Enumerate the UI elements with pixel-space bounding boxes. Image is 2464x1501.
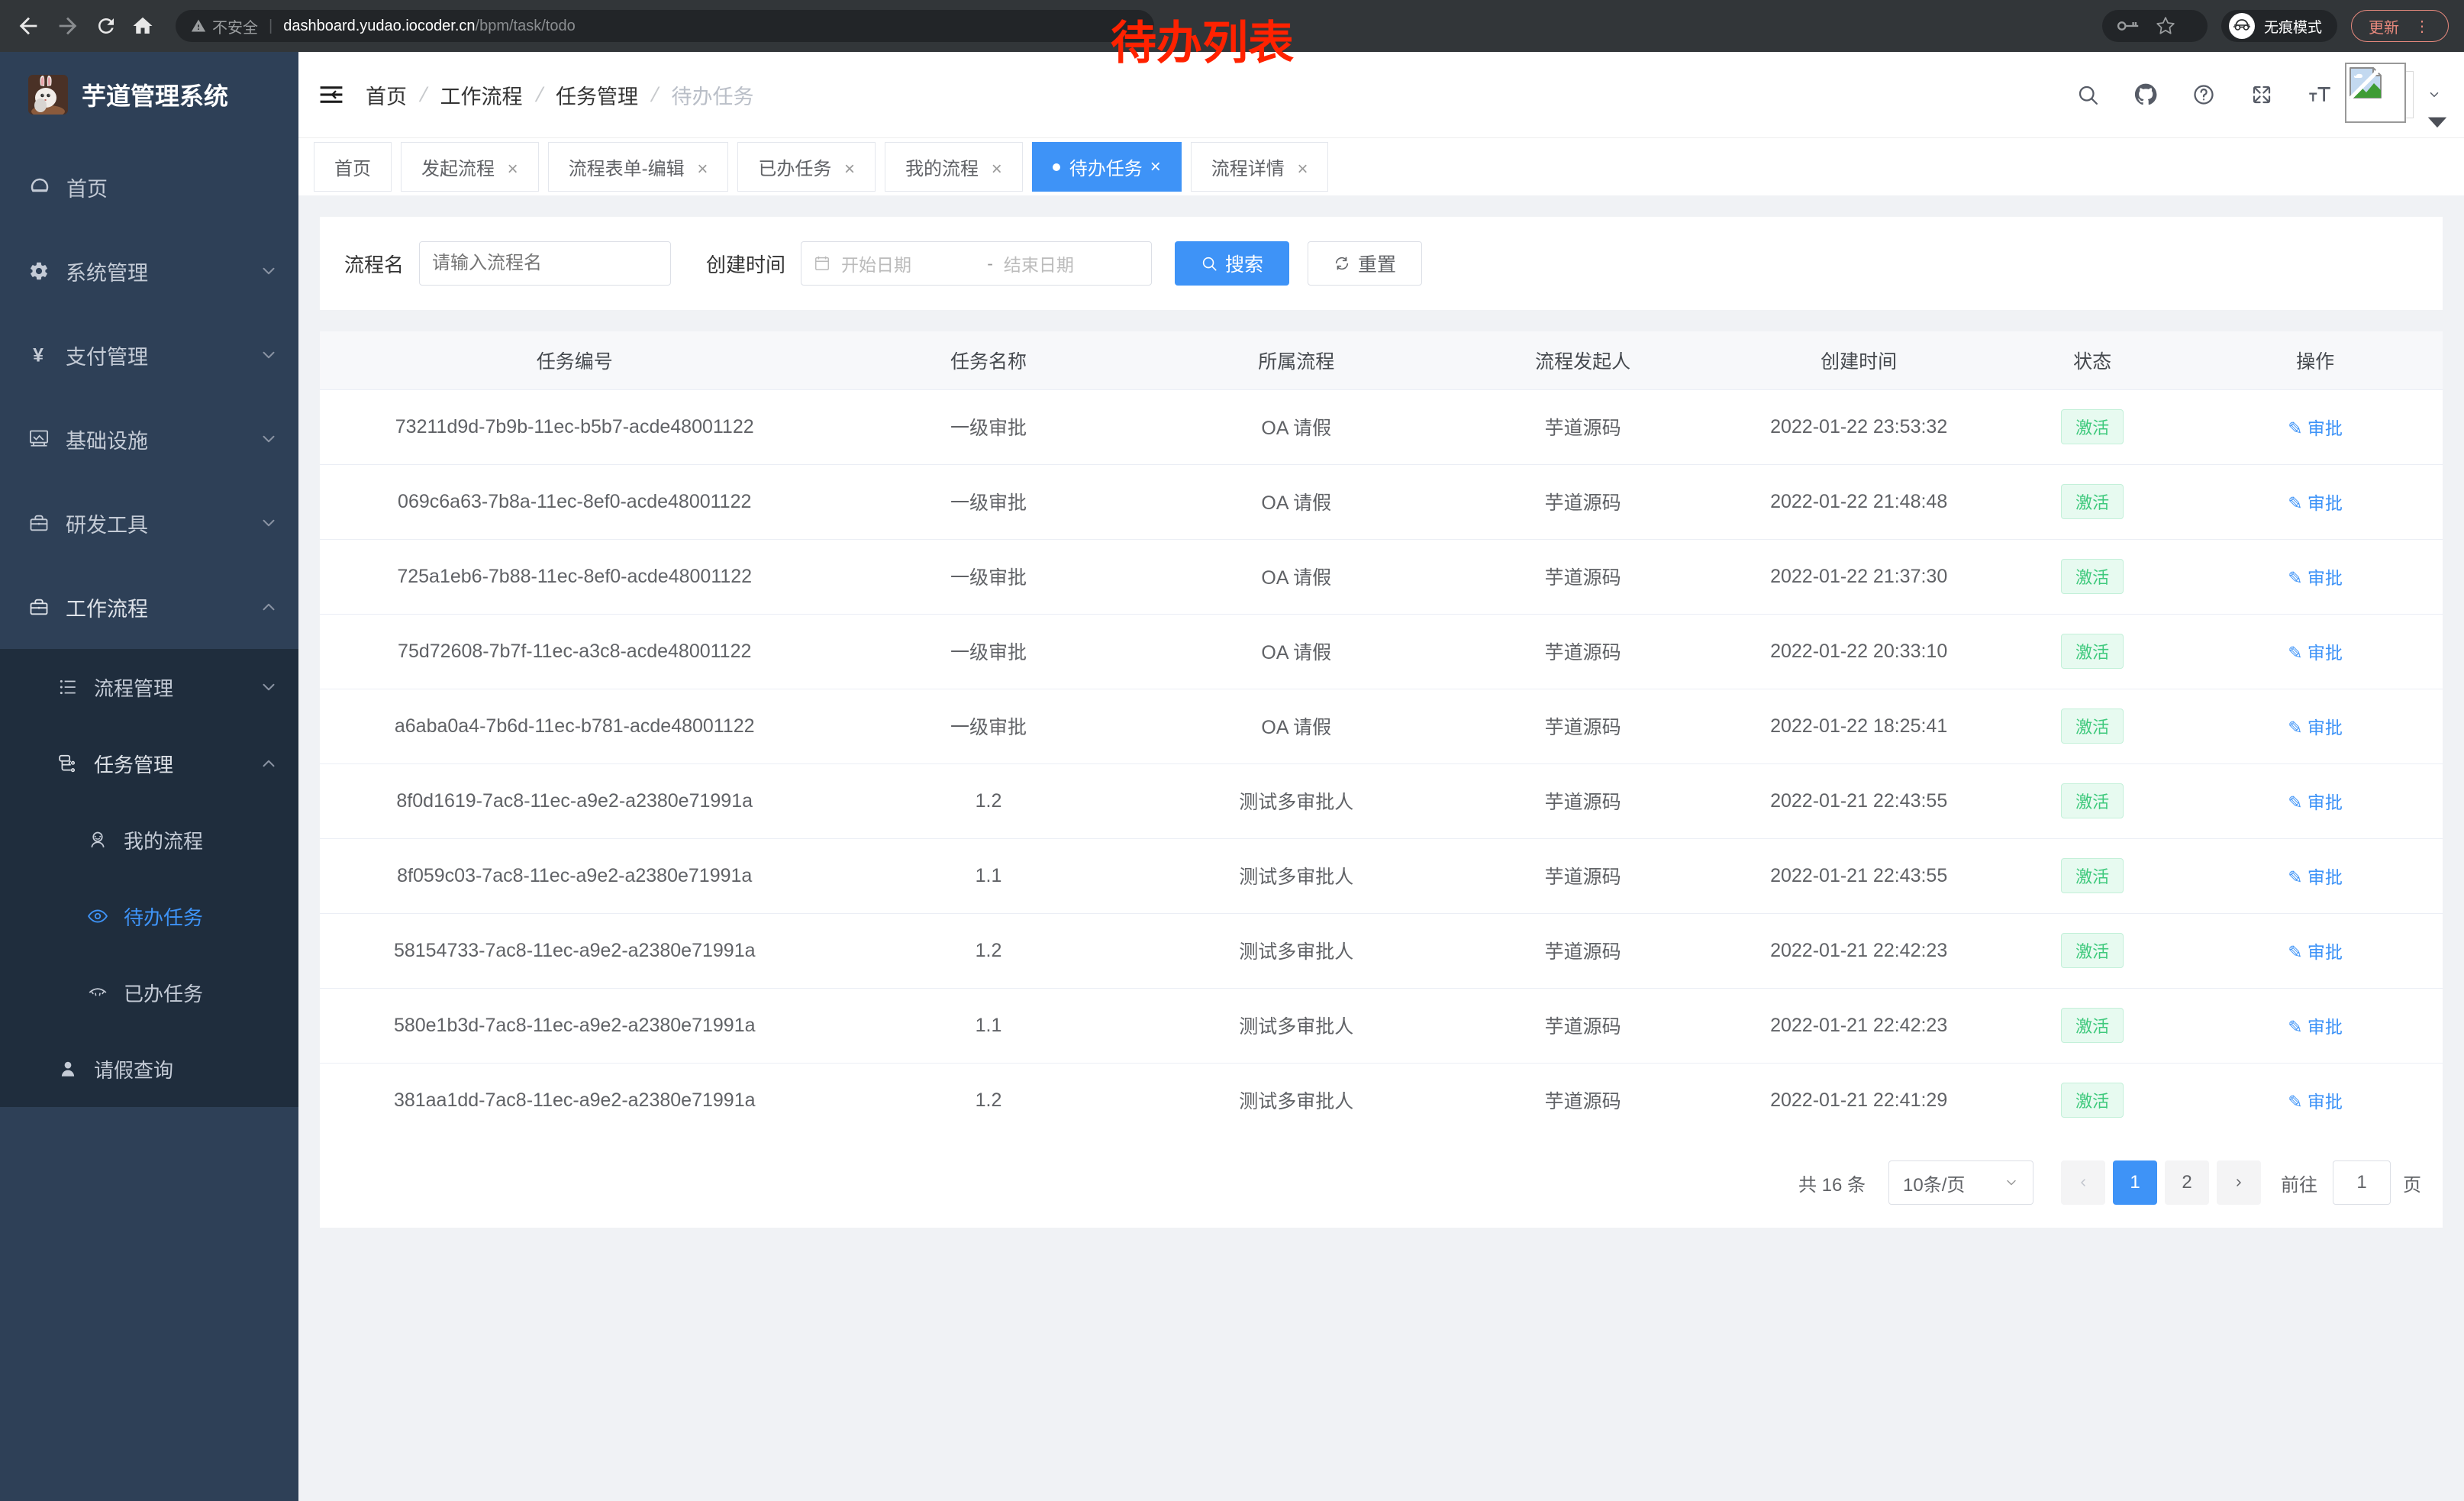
svg-text:¥: ¥ xyxy=(33,345,44,365)
